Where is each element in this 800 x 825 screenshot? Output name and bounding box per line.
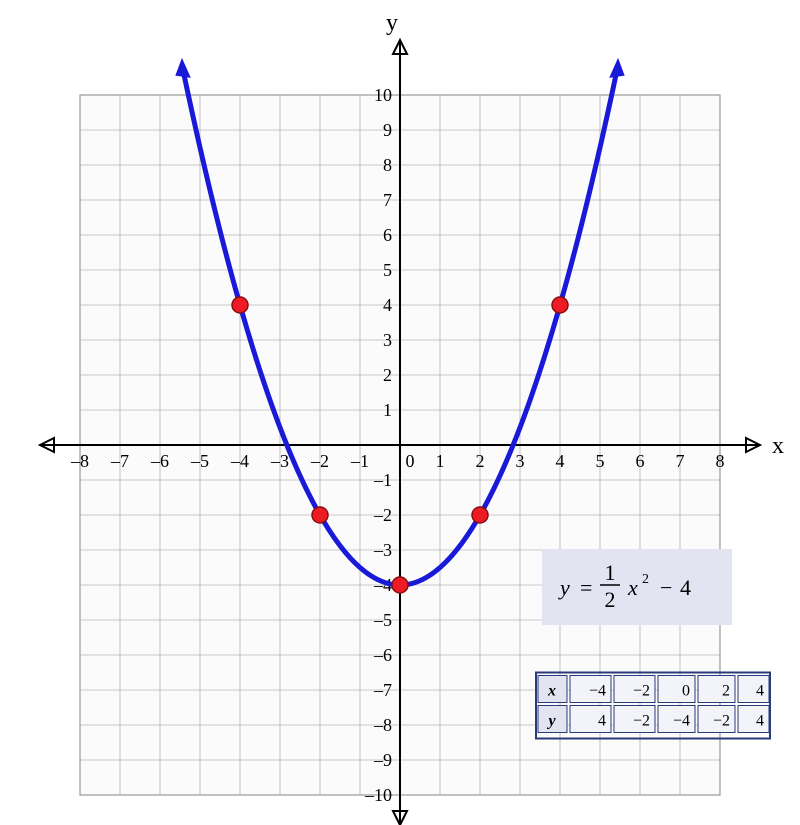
table-cell: −4 [589, 683, 606, 700]
y-tick-label: 6 [383, 225, 392, 245]
svg-text:−: − [660, 575, 672, 600]
table-cell: 4 [756, 683, 764, 700]
data-point [312, 507, 328, 523]
table-cell: y [546, 713, 556, 730]
table-cell: x [547, 683, 556, 700]
x-tick-label: 2 [476, 451, 485, 471]
origin-label: 0 [406, 451, 415, 471]
y-axis-label: y [386, 10, 398, 36]
table-cell: 2 [722, 683, 730, 700]
table-cell: −4 [673, 713, 690, 730]
y-tick-label: –2 [373, 505, 392, 525]
y-tick-label: 1 [383, 400, 392, 420]
x-tick-label: –8 [70, 451, 89, 471]
x-tick-label: –5 [190, 451, 209, 471]
x-tick-label: 8 [716, 451, 725, 471]
svg-text:1: 1 [605, 560, 616, 585]
svg-text:=: = [580, 575, 592, 600]
svg-text:y: y [558, 575, 570, 600]
x-tick-label: 4 [556, 451, 565, 471]
y-tick-label: –6 [373, 645, 392, 665]
y-tick-label: 9 [383, 120, 392, 140]
x-tick-label: –1 [350, 451, 369, 471]
x-tick-label: –4 [230, 451, 249, 471]
y-tick-label: –9 [373, 750, 392, 770]
x-tick-label: 7 [676, 451, 685, 471]
y-tick-label: 5 [383, 260, 392, 280]
x-tick-label: –2 [310, 451, 329, 471]
table-cell: 0 [682, 683, 690, 700]
table-cell: −2 [713, 713, 730, 730]
y-tick-label: –5 [373, 610, 392, 630]
table-cell: 4 [598, 713, 606, 730]
table-cell: −2 [633, 683, 650, 700]
y-tick-label: 3 [383, 330, 392, 350]
table-cell: 4 [756, 713, 764, 730]
x-axis-label: x [772, 433, 784, 459]
y-tick-label: 8 [383, 155, 392, 175]
y-tick-label: 2 [383, 365, 392, 385]
svg-text:2: 2 [605, 587, 616, 612]
y-tick-label: –7 [373, 680, 392, 700]
svg-text:2: 2 [642, 572, 649, 587]
y-tick-label: –10 [364, 785, 392, 805]
svg-text:4: 4 [680, 575, 691, 600]
svg-text:x: x [627, 575, 638, 600]
data-table: x −4 −2 0 2 4 y 4 −2 −4 −2 4 [536, 673, 770, 739]
y-tick-label: –3 [373, 540, 392, 560]
x-tick-label: 3 [516, 451, 525, 471]
data-point [552, 297, 568, 313]
y-tick-label: –8 [373, 715, 392, 735]
x-tick-label: –3 [270, 451, 289, 471]
curve-arrowhead [176, 59, 190, 77]
y-tick-label: –1 [373, 470, 392, 490]
curve-arrowhead [610, 59, 624, 77]
x-tick-label: 1 [436, 451, 445, 471]
table-cell: −2 [633, 713, 650, 730]
data-point [392, 577, 408, 593]
y-tick-label: 4 [383, 295, 392, 315]
x-tick-label: –6 [150, 451, 169, 471]
data-point [232, 297, 248, 313]
y-tick-label: 10 [374, 85, 392, 105]
data-point [472, 507, 488, 523]
y-tick-label: 7 [383, 190, 392, 210]
x-tick-label: –7 [110, 451, 129, 471]
x-tick-label: 6 [636, 451, 645, 471]
x-tick-label: 5 [596, 451, 605, 471]
parabola-chart: xy–8–7–6–5–4–3–2–112345678–10–9–8–7–6–5–… [0, 0, 800, 825]
equation-box: y=12x2−4 [542, 549, 732, 625]
